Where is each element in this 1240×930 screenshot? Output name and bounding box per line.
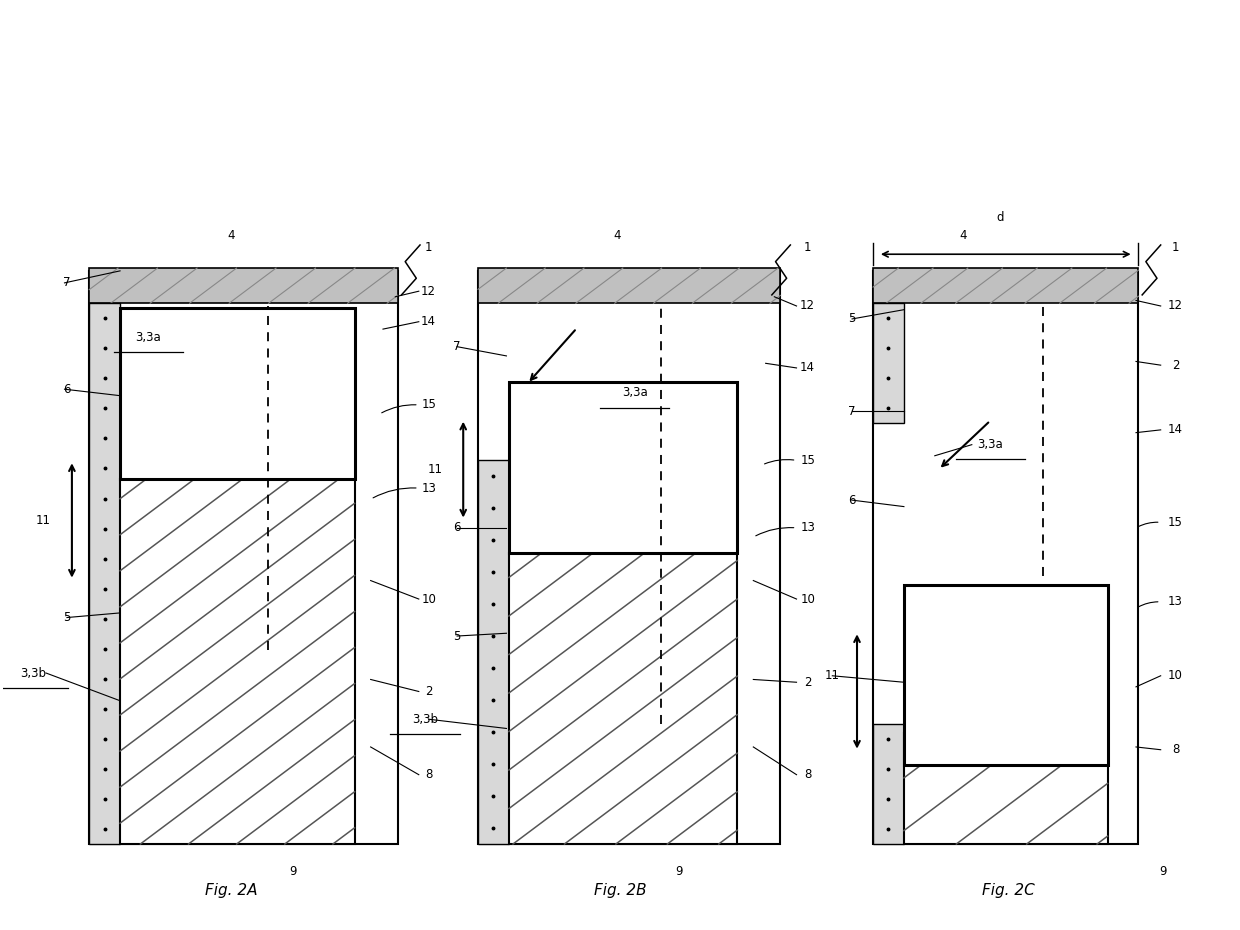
Text: 10: 10 [800,592,815,605]
Text: d: d [997,211,1004,224]
Bar [873,303,904,423]
Text: 3,3b: 3,3b [21,667,47,680]
Text: 8: 8 [804,768,811,781]
Text: 15: 15 [800,454,815,467]
Text: 1: 1 [425,241,433,254]
Text: 13: 13 [800,522,815,535]
Text: 4: 4 [614,229,621,242]
Text: 4: 4 [960,229,967,242]
Bar [120,308,355,479]
Text: 7: 7 [63,276,71,289]
Text: 10: 10 [422,592,436,605]
Text: 1: 1 [804,241,811,254]
Text: 6: 6 [848,494,856,507]
Text: Fig. 2A: Fig. 2A [205,883,258,897]
Text: 1: 1 [1172,241,1179,254]
Text: 3,3a: 3,3a [622,386,647,399]
Text: 4: 4 [227,229,234,242]
Text: 6: 6 [63,383,71,395]
Text: 12: 12 [422,285,436,298]
Text: 3,3a: 3,3a [135,331,161,344]
Text: 5: 5 [454,630,461,643]
Text: 8: 8 [425,768,433,781]
Text: 15: 15 [1168,516,1183,529]
Text: 10: 10 [1168,670,1183,683]
Text: 15: 15 [422,398,436,411]
Text: 14: 14 [1168,423,1183,436]
Text: 11: 11 [825,670,839,683]
Bar [89,271,398,844]
Text: 2: 2 [804,676,811,689]
Text: 3,3a: 3,3a [977,438,1003,451]
Text: 12: 12 [1168,299,1183,312]
Text: 9: 9 [289,865,296,878]
Text: Fig. 2C: Fig. 2C [982,883,1035,897]
Bar [508,552,738,844]
Text: 11: 11 [428,463,443,476]
Text: Fig. 2B: Fig. 2B [594,883,646,897]
Text: 13: 13 [1168,595,1183,608]
Bar [89,303,120,844]
Text: 12: 12 [800,299,815,312]
Text: 7: 7 [454,340,461,353]
Bar [479,268,780,303]
Bar [479,460,508,844]
Bar [873,271,1138,844]
Bar [120,479,355,844]
Text: 2: 2 [1172,359,1179,372]
Text: 11: 11 [36,514,51,527]
Text: 9: 9 [1159,865,1167,878]
Text: 6: 6 [454,522,461,535]
Text: 7: 7 [848,405,856,418]
Text: 5: 5 [848,312,856,326]
Bar [904,585,1107,765]
Bar [479,271,780,844]
Bar [873,724,904,844]
Bar [873,268,1138,303]
Text: 14: 14 [800,362,815,375]
Bar [89,268,398,303]
Text: 9: 9 [676,865,683,878]
Text: 13: 13 [422,482,436,495]
Text: 8: 8 [1172,743,1179,756]
Text: 3,3b: 3,3b [412,712,438,725]
Text: 5: 5 [63,611,71,624]
Bar [904,733,1107,844]
Bar [508,382,738,552]
Text: 14: 14 [422,315,436,328]
Text: 2: 2 [425,685,433,698]
